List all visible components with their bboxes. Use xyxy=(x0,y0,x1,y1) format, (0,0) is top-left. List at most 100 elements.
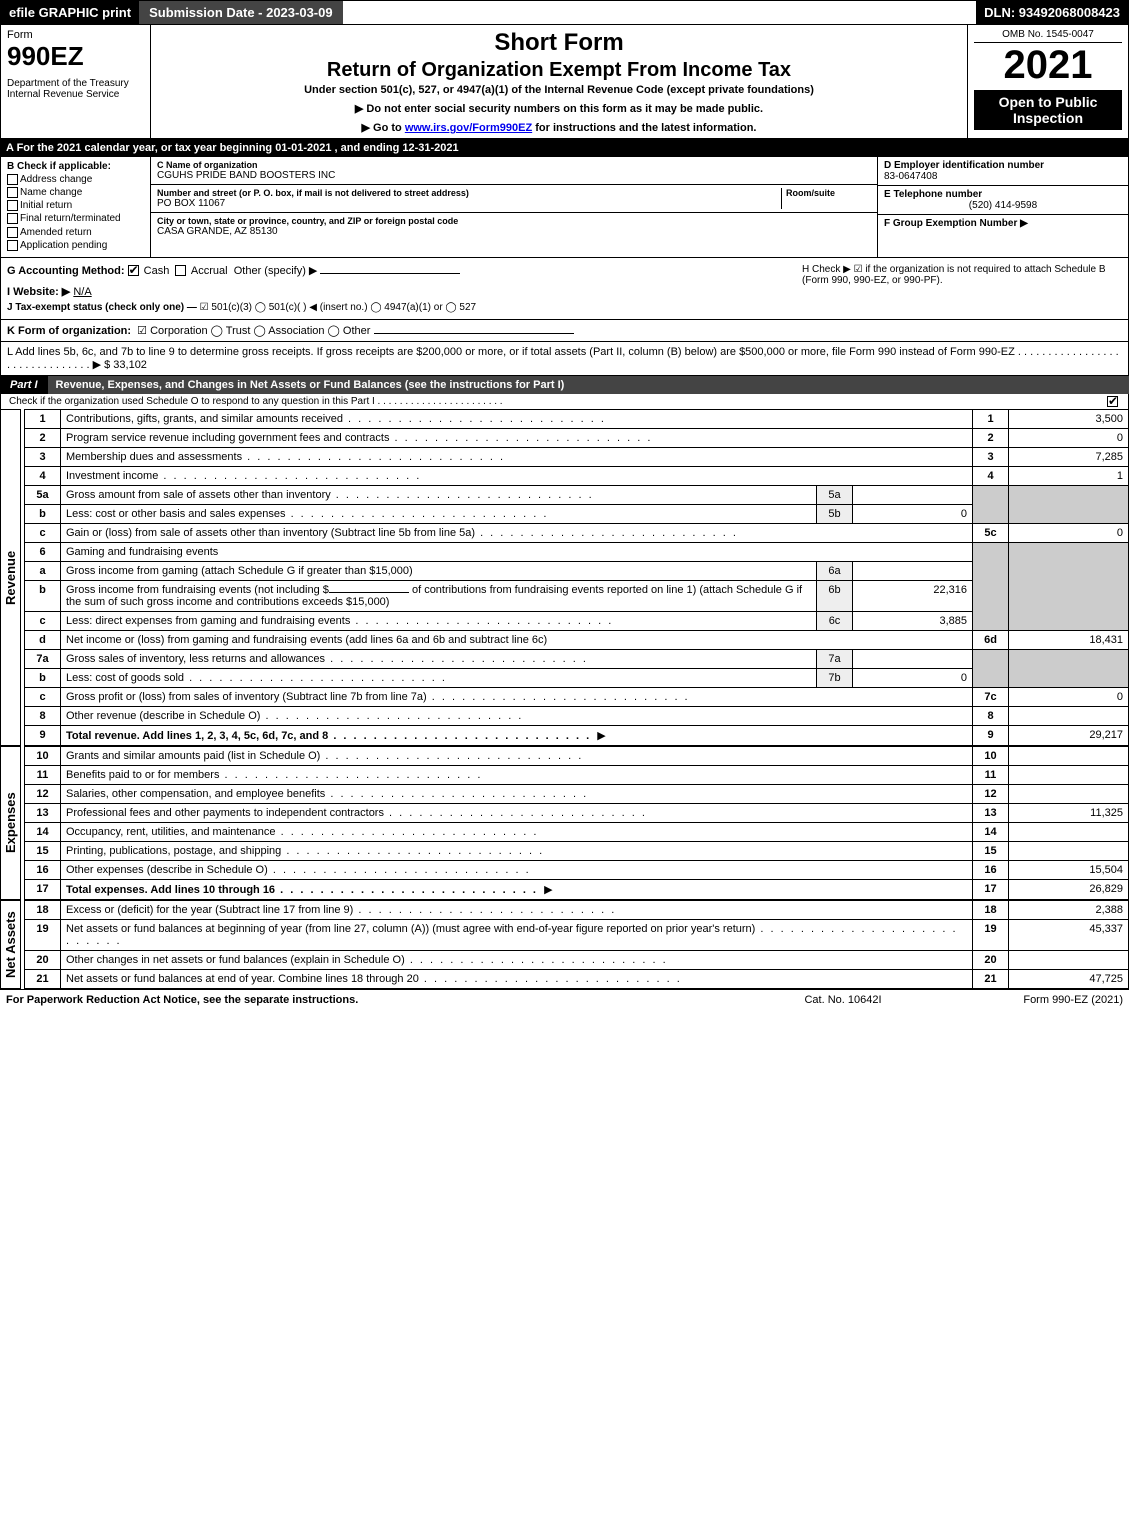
dln: DLN: 93492068008423 xyxy=(976,1,1128,24)
form-header: Form 990EZ Department of the Treasury In… xyxy=(0,25,1129,139)
line-6c: c Less: direct expenses from gaming and … xyxy=(25,611,1129,630)
line-7c: c Gross profit or (loss) from sales of i… xyxy=(25,687,1129,706)
line-7a: 7a Gross sales of inventory, less return… xyxy=(25,649,1129,668)
form-label: Form xyxy=(7,29,144,41)
side-expenses: Expenses xyxy=(0,746,21,900)
irs-link[interactable]: www.irs.gov/Form990EZ xyxy=(405,122,532,134)
directive-link: ▶ Go to www.irs.gov/Form990EZ for instru… xyxy=(159,121,959,134)
footer-catno: Cat. No. 10642I xyxy=(743,994,943,1006)
part-1-title: Revenue, Expenses, and Changes in Net As… xyxy=(48,376,1129,394)
expenses-section: Expenses 10Grants and similar amounts pa… xyxy=(0,746,1129,900)
e-label: E Telephone number xyxy=(884,189,1122,200)
tax-year: 2021 xyxy=(974,43,1122,88)
line-17: 17Total expenses. Add lines 10 through 1… xyxy=(25,879,1129,899)
line-19: 19Net assets or fund balances at beginni… xyxy=(25,919,1129,950)
footer-formno: Form 990-EZ (2021) xyxy=(943,994,1123,1006)
chk-initial-return[interactable]: Initial return xyxy=(7,200,144,211)
line-18: 18Excess or (deficit) for the year (Subt… xyxy=(25,900,1129,919)
line-6a: a Gross income from gaming (attach Sched… xyxy=(25,561,1129,580)
block-bcdef: B Check if applicable: Address change Na… xyxy=(0,157,1129,258)
section-c: C Name of organization CGUHS PRIDE BAND … xyxy=(151,157,878,257)
c-street-label: Number and street (or P. O. box, if mail… xyxy=(157,188,781,198)
line-4: 4 Investment income 4 1 xyxy=(25,466,1129,485)
chk-address-change[interactable]: Address change xyxy=(7,174,144,185)
line-7b: b Less: cost of goods sold 7b 0 xyxy=(25,668,1129,687)
line-11: 11Benefits paid to or for members 11 xyxy=(25,765,1129,784)
c-room-label: Room/suite xyxy=(786,188,871,198)
line-3: 3 Membership dues and assessments 3 7,28… xyxy=(25,447,1129,466)
form-number: 990EZ xyxy=(7,41,144,72)
return-title: Return of Organization Exempt From Incom… xyxy=(159,59,959,82)
short-form-title: Short Form xyxy=(159,29,959,57)
chk-accrual[interactable] xyxy=(175,265,186,276)
gross-receipts: 33,102 xyxy=(113,359,147,371)
line-6b: b Gross income from fundraising events (… xyxy=(25,580,1129,611)
part-1-check-note: Check if the organization used Schedule … xyxy=(0,394,1129,409)
under-section: Under section 501(c), 527, or 4947(a)(1)… xyxy=(159,84,959,96)
section-k: K Form of organization: ☑ Corporation ◯ … xyxy=(0,320,1129,342)
section-h: H Check ▶ ☑ if the organization is not r… xyxy=(802,264,1122,313)
section-g: G Accounting Method: Cash Accrual Other … xyxy=(7,264,802,277)
efile-print-label[interactable]: efile GRAPHIC print xyxy=(1,1,139,24)
org-city: CASA GRANDE, AZ 85130 xyxy=(157,226,871,237)
line-5a: 5a Gross amount from sale of assets othe… xyxy=(25,485,1129,504)
line-9: 9 Total revenue. Add lines 1, 2, 3, 4, 5… xyxy=(25,725,1129,745)
open-public-badge: Open to Public Inspection xyxy=(974,90,1122,130)
submission-date: Submission Date - 2023-03-09 xyxy=(139,1,343,24)
section-b-header: B Check if applicable: xyxy=(7,161,144,172)
directive-ssn: ▶ Do not enter social security numbers o… xyxy=(159,102,959,115)
line-6d: d Net income or (loss) from gaming and f… xyxy=(25,630,1129,649)
side-revenue: Revenue xyxy=(0,409,21,746)
page-footer: For Paperwork Reduction Act Notice, see … xyxy=(0,989,1129,1010)
part-1-checkbox[interactable] xyxy=(1107,396,1118,407)
directive-link-prefix: ▶ Go to xyxy=(362,122,405,134)
revenue-table: 1 Contributions, gifts, grants, and simi… xyxy=(24,409,1129,746)
org-name: CGUHS PRIDE BAND BOOSTERS INC xyxy=(157,170,871,181)
section-j: J Tax-exempt status (check only one) — ☑… xyxy=(7,302,802,313)
revenue-section: Revenue 1 Contributions, gifts, grants, … xyxy=(0,409,1129,746)
line-20: 20Other changes in net assets or fund ba… xyxy=(25,950,1129,969)
chk-name-change[interactable]: Name change xyxy=(7,187,144,198)
chk-amended-return[interactable]: Amended return xyxy=(7,227,144,238)
chk-application-pending[interactable]: Application pending xyxy=(7,240,144,251)
section-l: L Add lines 5b, 6c, and 7b to line 9 to … xyxy=(0,342,1129,376)
org-street: PO BOX 11067 xyxy=(157,198,781,209)
line-5b: b Less: cost or other basis and sales ex… xyxy=(25,504,1129,523)
part-1-label: Part I xyxy=(0,376,48,394)
line-6: 6 Gaming and fundraising events xyxy=(25,542,1129,561)
c-city-label: City or town, state or province, country… xyxy=(157,216,871,226)
directive-link-suffix: for instructions and the latest informat… xyxy=(535,122,756,134)
footer-left: For Paperwork Reduction Act Notice, see … xyxy=(6,994,743,1006)
website-value: N/A xyxy=(73,286,91,298)
netassets-section: Net Assets 18Excess or (deficit) for the… xyxy=(0,900,1129,989)
row-ghi: G Accounting Method: Cash Accrual Other … xyxy=(0,258,1129,320)
section-i: I Website: ▶ N/A xyxy=(7,285,802,298)
chk-final-return[interactable]: Final return/terminated xyxy=(7,213,144,224)
line-12: 12Salaries, other compensation, and empl… xyxy=(25,784,1129,803)
line-14: 14Occupancy, rent, utilities, and mainte… xyxy=(25,822,1129,841)
line-1: 1 Contributions, gifts, grants, and simi… xyxy=(25,409,1129,428)
line-15: 15Printing, publications, postage, and s… xyxy=(25,841,1129,860)
section-b: B Check if applicable: Address change Na… xyxy=(1,157,151,257)
chk-cash[interactable] xyxy=(128,265,139,276)
omb-number: OMB No. 1545-0047 xyxy=(974,29,1122,43)
header-right: OMB No. 1545-0047 2021 Open to Public In… xyxy=(968,25,1128,138)
header-left: Form 990EZ Department of the Treasury In… xyxy=(1,25,151,138)
phone-value: (520) 414-9598 xyxy=(884,200,1122,211)
section-a: A For the 2021 calendar year, or tax yea… xyxy=(0,139,1129,157)
ein-value: 83-0647408 xyxy=(884,171,1122,182)
line-21: 21Net assets or fund balances at end of … xyxy=(25,969,1129,988)
top-bar: efile GRAPHIC print Submission Date - 20… xyxy=(0,0,1129,25)
netassets-table: 18Excess or (deficit) for the year (Subt… xyxy=(24,900,1129,989)
dept-treasury: Department of the Treasury Internal Reve… xyxy=(7,78,144,100)
expenses-table: 10Grants and similar amounts paid (list … xyxy=(24,746,1129,900)
header-center: Short Form Return of Organization Exempt… xyxy=(151,25,968,138)
d-label: D Employer identification number xyxy=(884,160,1122,171)
f-label: F Group Exemption Number ▶ xyxy=(884,218,1122,229)
line-16: 16Other expenses (describe in Schedule O… xyxy=(25,860,1129,879)
line-10: 10Grants and similar amounts paid (list … xyxy=(25,746,1129,765)
side-netassets: Net Assets xyxy=(0,900,21,989)
section-def: D Employer identification number 83-0647… xyxy=(878,157,1128,257)
line-2: 2 Program service revenue including gove… xyxy=(25,428,1129,447)
line-13: 13Professional fees and other payments t… xyxy=(25,803,1129,822)
